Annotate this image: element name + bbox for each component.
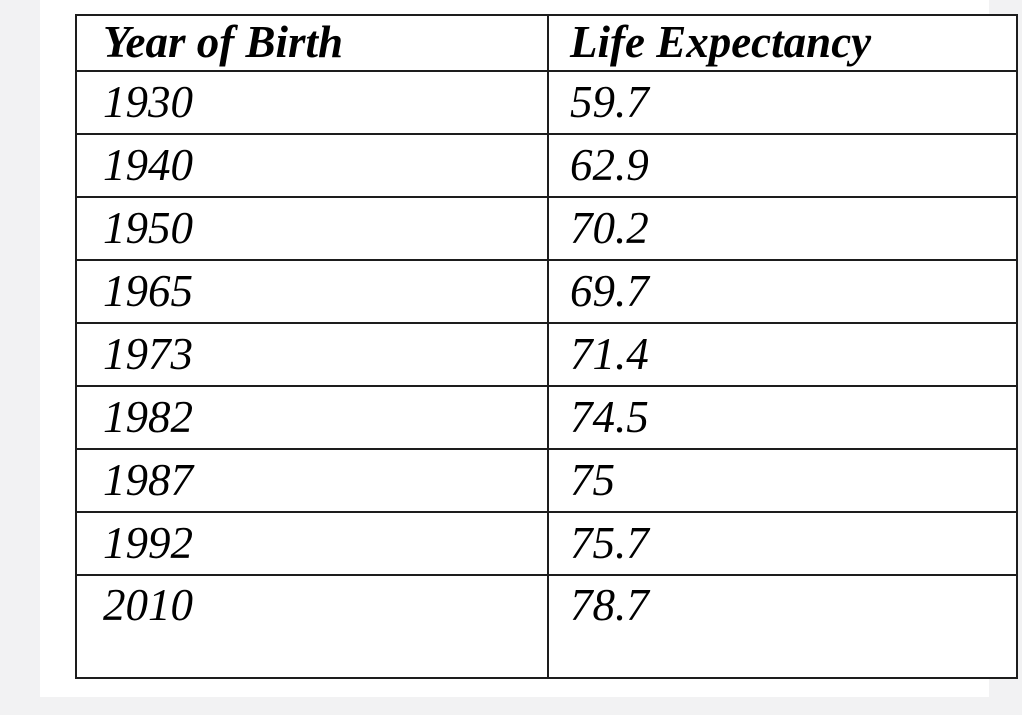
life-expectancy-cell: 75.7: [547, 511, 1018, 576]
year-cell: 1973: [75, 322, 549, 387]
table-row: 1930 59.7: [75, 70, 1018, 135]
table-row: 1950 70.2: [75, 196, 1018, 261]
table-row: 1965 69.7: [75, 259, 1018, 324]
table-row: 2010 78.7: [75, 574, 1018, 679]
life-expectancy-cell: 74.5: [547, 385, 1018, 450]
life-expectancy-cell: 71.4: [547, 322, 1018, 387]
year-cell: 1987: [75, 448, 549, 513]
life-expectancy-table: Year of Birth Life Expectancy 1930 59.7 …: [75, 14, 1018, 679]
table-row: 1973 71.4: [75, 322, 1018, 387]
column-header-year-of-birth: Year of Birth: [75, 14, 549, 72]
year-cell: 1950: [75, 196, 549, 261]
life-expectancy-cell: 75: [547, 448, 1018, 513]
life-expectancy-cell: 62.9: [547, 133, 1018, 198]
life-expectancy-cell: 70.2: [547, 196, 1018, 261]
year-cell: 1982: [75, 385, 549, 450]
year-cell: 1992: [75, 511, 549, 576]
table-row: 1940 62.9: [75, 133, 1018, 198]
table-row: 1992 75.7: [75, 511, 1018, 576]
header-row: Year of Birth Life Expectancy: [75, 14, 1018, 72]
table-row: 1987 75: [75, 448, 1018, 513]
year-cell: 2010: [75, 574, 549, 679]
life-expectancy-cell: 59.7: [547, 70, 1018, 135]
life-expectancy-cell: 69.7: [547, 259, 1018, 324]
document-page: Year of Birth Life Expectancy 1930 59.7 …: [40, 0, 1018, 697]
year-cell: 1965: [75, 259, 549, 324]
column-header-life-expectancy: Life Expectancy: [547, 14, 1018, 72]
table-row: 1982 74.5: [75, 385, 1018, 450]
year-cell: 1940: [75, 133, 549, 198]
year-cell: 1930: [75, 70, 549, 135]
life-expectancy-cell: 78.7: [547, 574, 1018, 679]
